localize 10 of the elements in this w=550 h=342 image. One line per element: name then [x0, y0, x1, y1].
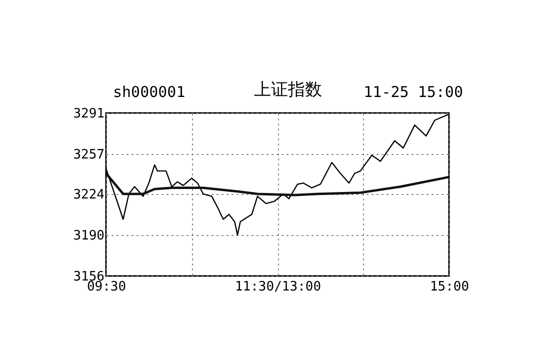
text: 11-25 15:00 [364, 82, 463, 102]
line-series [104, 172, 450, 196]
chart-title: 上证指数 [254, 80, 322, 100]
y-tick-label: 3291 [73, 106, 104, 122]
y-tick-label: 3224 [73, 187, 105, 202]
x-tick-label: 15:00 [430, 280, 470, 294]
y-tick-label: 3257 [73, 148, 104, 163]
x-tick-label: 11:30/13:00 [234, 280, 322, 294]
text: sh000001 [113, 82, 186, 102]
y-tick-label: 3190 [73, 228, 104, 244]
